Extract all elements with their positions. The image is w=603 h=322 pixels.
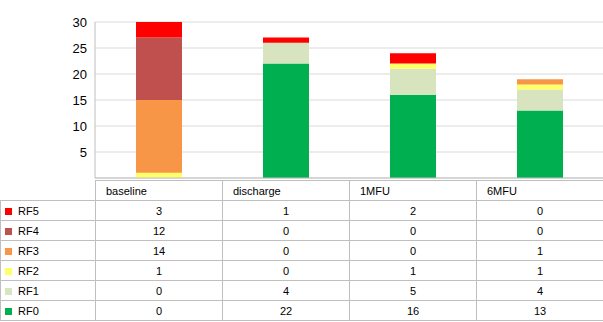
html-text:RF5: RF5	[18, 204, 39, 217]
html-text:13: 13	[533, 304, 547, 317]
html-text:RF0: RF0	[18, 304, 39, 317]
html-text:0: 0	[409, 224, 417, 237]
html-text:0: 0	[282, 244, 290, 257]
html-text:1: 1	[282, 204, 290, 217]
html-text:12: 12	[152, 224, 166, 237]
html-text:3: 3	[155, 204, 163, 217]
svg-text:30: 30	[73, 15, 87, 30]
html-text:2: 2	[409, 204, 417, 217]
html-text:discharge: discharge	[233, 184, 281, 197]
html-text:5: 5	[409, 284, 417, 297]
html-text:1: 1	[409, 264, 417, 277]
svg-text:25: 25	[73, 41, 87, 56]
html-text:0: 0	[155, 304, 163, 317]
html-text:RF3: RF3	[18, 244, 39, 257]
html-text:22: 22	[279, 304, 293, 317]
html-text:0: 0	[409, 244, 417, 257]
html-text:4: 4	[282, 284, 290, 297]
html-text:14: 14	[152, 244, 166, 257]
html-text:0: 0	[282, 264, 290, 277]
html-text:1MFU: 1MFU	[360, 184, 390, 197]
html-text:16: 16	[406, 304, 420, 317]
svg-text:15: 15	[73, 93, 87, 108]
html-text:RF2: RF2	[18, 264, 39, 277]
html-text:1: 1	[536, 264, 544, 277]
html-text:1: 1	[155, 264, 163, 277]
html-text:RF1: RF1	[18, 284, 39, 297]
html-text:0: 0	[536, 204, 544, 217]
html-text:0: 0	[155, 284, 163, 297]
html-text:RF4: RF4	[18, 224, 39, 237]
svg-text:20: 20	[73, 67, 87, 82]
html-text:0: 0	[536, 224, 544, 237]
html-text:4: 4	[536, 284, 544, 297]
html-text:baseline: baseline	[106, 184, 147, 197]
svg-text:10: 10	[73, 119, 87, 134]
html-text:0: 0	[282, 224, 290, 237]
html-text:6MFU: 6MFU	[487, 184, 517, 197]
svg-text:5: 5	[80, 145, 87, 160]
html-text:1: 1	[536, 244, 544, 257]
